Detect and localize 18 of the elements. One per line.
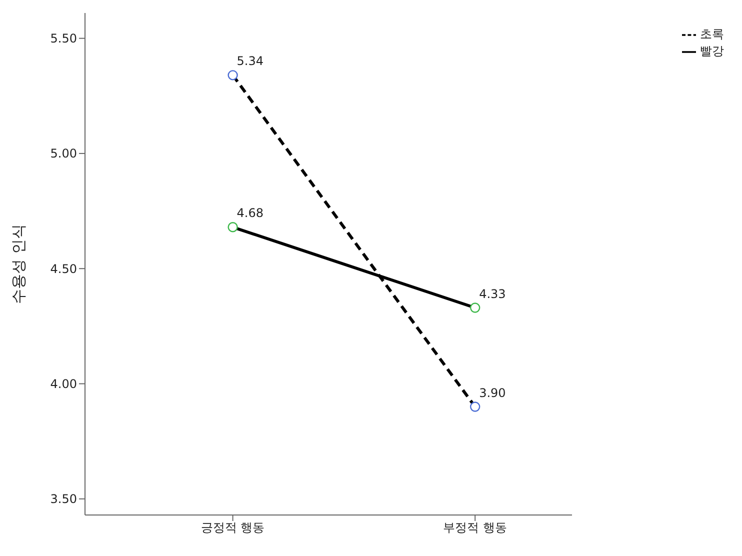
y-tick-label: 5.00: [50, 146, 77, 161]
data-label: 4.68: [236, 206, 264, 220]
y-tick-label: 5.50: [50, 32, 77, 46]
y-axis-title: 수용성 인식: [9, 224, 28, 304]
legend-label: 초록: [700, 27, 724, 41]
y-tick-label: 4.00: [50, 377, 77, 392]
point: [228, 222, 238, 232]
y-tick-label: 3.50: [50, 492, 77, 506]
legend-label: 빨강: [700, 44, 724, 58]
point: [470, 302, 480, 313]
data-label: 5.34: [236, 54, 264, 68]
data-label: 3.90: [479, 386, 506, 400]
x-tick-label: 긍정적 행동: [200, 520, 265, 535]
data-label: 4.33: [479, 286, 506, 301]
point: [470, 402, 480, 412]
x-tick-label: 부정적 행동: [443, 520, 507, 535]
point: [228, 70, 238, 80]
y-tick-label: 4.50: [50, 262, 77, 276]
